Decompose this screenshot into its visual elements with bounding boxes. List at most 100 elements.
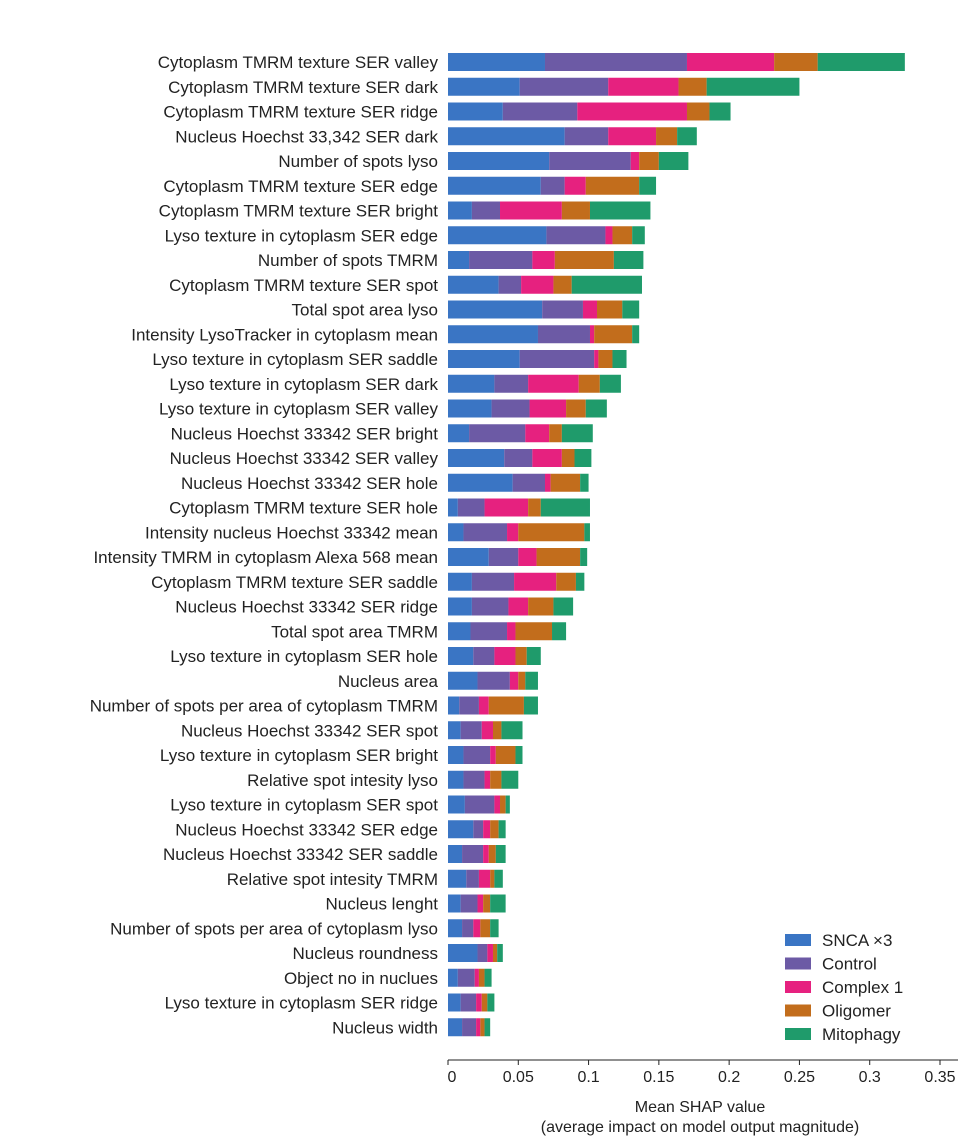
bar-segment (448, 374, 495, 393)
category-label: Lyso texture in cytoplasm SER edge (165, 226, 438, 245)
bar-segment (460, 894, 478, 913)
bar-segment (556, 572, 576, 591)
bar-segment (774, 53, 818, 71)
legend-label: Control (822, 955, 877, 974)
bar-segment (488, 548, 519, 566)
bar-segment (528, 374, 579, 393)
bar-segment (473, 919, 481, 938)
bar-segment (448, 473, 513, 492)
bar-segment (501, 721, 523, 740)
bar-segment (521, 275, 554, 294)
category-label: Nucleus area (338, 672, 439, 691)
bar-segment (544, 473, 551, 492)
bar-segment (575, 572, 585, 591)
x-axis-title: Mean SHAP value (635, 1099, 766, 1116)
bar-segment (622, 300, 640, 319)
bar-segment (528, 498, 541, 517)
bar-segment (448, 523, 464, 542)
category-label: Relative spot intesity lyso (247, 771, 438, 790)
bar-segment (490, 770, 502, 789)
bar-segment (501, 770, 519, 789)
legend-label: Oligomer (822, 1002, 891, 1021)
bar-segment (589, 325, 595, 344)
bar-segment (457, 968, 475, 987)
bar-segment (706, 77, 800, 96)
bar-segment (448, 350, 520, 368)
bar-segment (549, 152, 631, 170)
category-label: Intensity LysoTracker in cytoplasm mean (131, 325, 438, 344)
bar-segment (478, 696, 489, 715)
category-label: Total spot area lyso (292, 301, 438, 320)
category-label: Nucleus Hoechst 33342 SER valley (170, 449, 439, 468)
bar-segment (525, 671, 538, 690)
bar-segment (612, 226, 633, 245)
bar-segment (448, 176, 541, 195)
bar-segment (594, 350, 599, 368)
bar-segment (566, 399, 586, 418)
bar-segment (460, 721, 482, 740)
bar-segment (448, 671, 478, 690)
bar-segment (540, 176, 565, 195)
bar-segment (526, 647, 541, 665)
bar-segment (505, 795, 510, 814)
bar-segment (585, 399, 607, 418)
bar-segment (532, 449, 562, 467)
bar-segment (553, 597, 574, 616)
bar-segment (613, 251, 644, 269)
bar-segment (580, 548, 588, 566)
x-axis-subtitle: (average impact on model output magnitud… (541, 1119, 859, 1136)
bar-segment (448, 424, 470, 443)
bar-segment (487, 993, 495, 1012)
bar-segment (490, 746, 496, 764)
legend-swatch (785, 934, 811, 946)
bar-segment (561, 424, 593, 443)
bar-segment (448, 1018, 463, 1037)
bar-segment (448, 572, 472, 591)
bar-segment (519, 350, 595, 368)
bar-segment (471, 597, 509, 616)
legend-label: SNCA ×3 (822, 931, 892, 950)
category-label: Cytoplasm TMRM texture SER bright (159, 202, 439, 221)
bar-segment (488, 696, 524, 715)
x-tick-label: 0.05 (503, 1069, 534, 1086)
category-label: Lyso texture in cytoplasm SER bright (160, 746, 438, 765)
bar-segment (490, 919, 499, 938)
category-label: Cytoplasm TMRM texture SER hole (169, 499, 438, 518)
bar-segment (507, 523, 519, 542)
bar-segment (448, 53, 545, 71)
bar-segment (492, 944, 498, 962)
category-label: Cytoplasm TMRM texture SER dark (168, 78, 438, 97)
bar-segment (500, 201, 562, 220)
bar-segment (507, 622, 516, 641)
x-tick-label: 0.2 (718, 1069, 740, 1086)
bar-segment (448, 746, 464, 764)
bar-segment (494, 795, 501, 814)
bar-segment (630, 152, 640, 170)
bar-segment (589, 201, 651, 220)
category-label: Lyso texture in cytoplasm SER spot (170, 796, 438, 815)
category-label: Number of spots per area of cytoplasm TM… (90, 697, 438, 716)
bar-segment (495, 746, 516, 764)
bar-segment (448, 201, 472, 220)
bar-segment (574, 449, 592, 467)
bar-segment (463, 746, 491, 764)
bar-segment (471, 201, 501, 220)
bar-segment (552, 622, 567, 641)
x-tick-label: 0.3 (859, 1069, 881, 1086)
category-label: Nucleus Hoechst 33,342 SER dark (175, 127, 438, 146)
category-label: Intensity nucleus Hoechst 33342 mean (145, 523, 438, 542)
bar-segment (448, 894, 461, 913)
bar-segment (477, 671, 510, 690)
bar-segment (448, 449, 505, 467)
x-tick-label: 0.35 (924, 1069, 955, 1086)
bar-segment (561, 449, 575, 467)
bar-segment (656, 127, 678, 146)
bar-segment (477, 894, 484, 913)
category-label: Nucleus width (332, 1018, 438, 1037)
bar-segment (709, 102, 731, 121)
bar-segment (518, 548, 537, 566)
bar-segment (483, 894, 491, 913)
bar-segment (519, 77, 609, 96)
bar-segment (448, 795, 465, 814)
